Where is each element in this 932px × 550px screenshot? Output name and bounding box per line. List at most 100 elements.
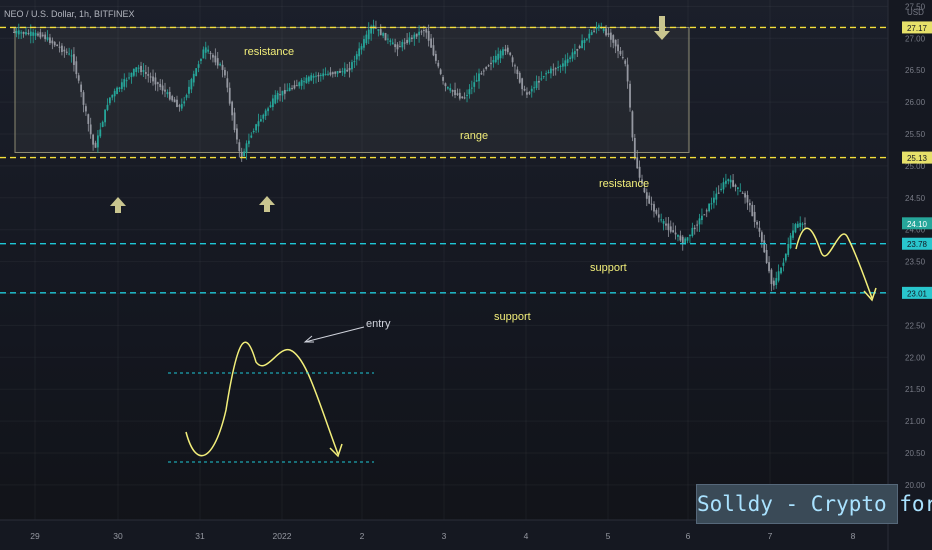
candle-body bbox=[612, 35, 615, 43]
candle-body bbox=[168, 91, 171, 100]
candle-body bbox=[192, 73, 195, 83]
candle-body bbox=[298, 82, 301, 87]
candle-body bbox=[758, 227, 761, 232]
candle-body bbox=[744, 193, 746, 198]
candle-body bbox=[609, 32, 612, 40]
candle-body bbox=[367, 29, 370, 40]
candle-body bbox=[44, 34, 47, 40]
x-tick-label: 31 bbox=[195, 531, 205, 541]
candle-body bbox=[511, 57, 514, 63]
candle-body bbox=[748, 202, 751, 206]
candle-body bbox=[470, 87, 473, 89]
candle-body bbox=[703, 214, 706, 216]
candle-body bbox=[557, 66, 560, 68]
candle-body bbox=[56, 44, 59, 47]
candle-body bbox=[794, 224, 797, 233]
candle-body bbox=[185, 94, 188, 98]
candle-body bbox=[15, 30, 18, 34]
candle-body bbox=[96, 135, 99, 148]
candle-body bbox=[161, 85, 164, 91]
candle-body bbox=[346, 69, 349, 72]
candle-body bbox=[530, 88, 533, 92]
level-price-label: 23.01 bbox=[907, 289, 928, 298]
entry-pointer-line bbox=[304, 326, 365, 343]
time-axis[interactable] bbox=[0, 520, 888, 550]
candle-body bbox=[353, 61, 356, 63]
candle-body bbox=[147, 74, 150, 76]
candle-body bbox=[804, 223, 806, 225]
candle-body bbox=[195, 68, 198, 76]
candle-body bbox=[487, 65, 490, 67]
candle-body bbox=[324, 74, 327, 76]
x-tick-label: 6 bbox=[686, 531, 691, 541]
candle-body bbox=[252, 131, 255, 133]
candle-body bbox=[80, 84, 83, 92]
candle-body bbox=[70, 55, 73, 57]
candle-body bbox=[667, 223, 670, 231]
candle-body bbox=[466, 94, 468, 96]
candle-body bbox=[41, 34, 44, 37]
candle-body bbox=[173, 99, 176, 103]
candle-body bbox=[238, 142, 241, 152]
candle-body bbox=[514, 65, 516, 67]
candle-body bbox=[619, 51, 622, 55]
candle-body bbox=[636, 157, 639, 169]
candle-body bbox=[799, 222, 802, 227]
candle-body bbox=[624, 60, 627, 64]
candle-body bbox=[485, 66, 488, 69]
candle-body bbox=[408, 37, 411, 43]
candle-body bbox=[523, 88, 526, 91]
candle-body bbox=[418, 31, 420, 36]
candle-body bbox=[303, 81, 305, 83]
price-axis[interactable] bbox=[888, 0, 932, 550]
candle-body bbox=[106, 104, 109, 110]
candle-body bbox=[585, 38, 588, 40]
y-tick-label: 22.50 bbox=[905, 321, 926, 330]
candle-body bbox=[573, 51, 576, 55]
candle-body bbox=[554, 68, 557, 70]
last-price-tag bbox=[902, 217, 932, 230]
candle-body bbox=[760, 232, 763, 242]
candle-body bbox=[597, 25, 600, 29]
candle-body bbox=[607, 33, 610, 35]
candle-body bbox=[768, 262, 770, 272]
symbol-title: NEO / U.S. Dollar, 1h, BITFINEX bbox=[4, 9, 135, 19]
candle-body bbox=[413, 34, 416, 39]
candle-body bbox=[562, 63, 564, 67]
support-label: support bbox=[590, 262, 627, 274]
candle-body bbox=[528, 92, 531, 94]
candle-body bbox=[382, 33, 385, 36]
candle-body bbox=[99, 129, 102, 137]
candle-body bbox=[595, 27, 598, 30]
candle-body bbox=[442, 77, 444, 81]
candle-body bbox=[657, 214, 660, 218]
candle-body bbox=[329, 72, 332, 75]
candle-body bbox=[128, 77, 130, 79]
candle-body bbox=[789, 235, 792, 249]
x-tick-label: 2022 bbox=[273, 531, 292, 541]
candle-body bbox=[662, 221, 665, 224]
candle-body bbox=[391, 42, 394, 45]
x-tick-label: 2 bbox=[360, 531, 365, 541]
projection-arrowhead bbox=[863, 287, 877, 302]
candle-body bbox=[75, 61, 78, 75]
candle-body bbox=[135, 67, 138, 72]
candle-body bbox=[691, 227, 694, 236]
candle-body bbox=[87, 114, 90, 124]
candle-body bbox=[526, 92, 528, 95]
candle-body bbox=[132, 68, 135, 76]
candle-body bbox=[516, 69, 519, 75]
candle-body bbox=[104, 109, 106, 123]
candle-body bbox=[300, 80, 303, 86]
candle-body bbox=[183, 101, 186, 104]
candle-body bbox=[319, 74, 322, 76]
candle-body bbox=[259, 119, 262, 122]
candle-body bbox=[696, 224, 699, 226]
candle-body bbox=[20, 32, 23, 34]
candle-body bbox=[384, 33, 387, 41]
candle-body bbox=[267, 108, 269, 112]
candle-body bbox=[406, 39, 409, 44]
candle-body bbox=[178, 105, 181, 107]
